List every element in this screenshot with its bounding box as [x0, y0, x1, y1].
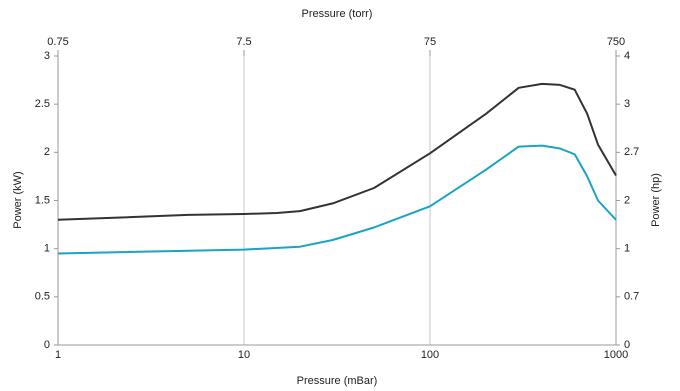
y2-tick-label: 2	[624, 194, 630, 206]
y-tick-label: 2	[44, 146, 50, 158]
y-tick-label: 0	[44, 339, 50, 351]
y-tick-label: 1	[44, 243, 50, 255]
right-axis-title: Power (hp)	[650, 173, 662, 227]
x2-tick-label: 0.75	[47, 36, 68, 48]
y2-tick-label: 4	[624, 50, 630, 62]
top-axis-title: Pressure (torr)	[302, 8, 373, 20]
x-tick-label: 1000	[604, 349, 628, 361]
x2-tick-label: 750	[607, 36, 625, 48]
y2-tick-label: 0.7	[624, 291, 639, 303]
x2-tick-label: 75	[424, 36, 436, 48]
y2-tick-label: 0	[624, 339, 630, 351]
x-tick-label: 1	[55, 349, 61, 361]
y-tick-label: 1.5	[35, 194, 50, 206]
y2-tick-label: 3	[624, 98, 630, 110]
left-axis-title: Power (kW)	[12, 171, 24, 228]
x2-tick-label: 7.5	[236, 36, 251, 48]
line-series	[57, 144, 617, 255]
y-tick-label: 0.5	[35, 291, 50, 303]
y2-tick-label: 1	[624, 243, 630, 255]
y-tick-label: 2.5	[35, 98, 50, 110]
y-tick-label: 3	[44, 50, 50, 62]
bottom-axis-title: Pressure (mBar)	[297, 375, 378, 387]
x-tick-label: 10	[238, 349, 250, 361]
x-tick-label: 100	[421, 349, 439, 361]
line-series	[57, 82, 617, 221]
y2-tick-label: 2.7	[624, 146, 639, 158]
